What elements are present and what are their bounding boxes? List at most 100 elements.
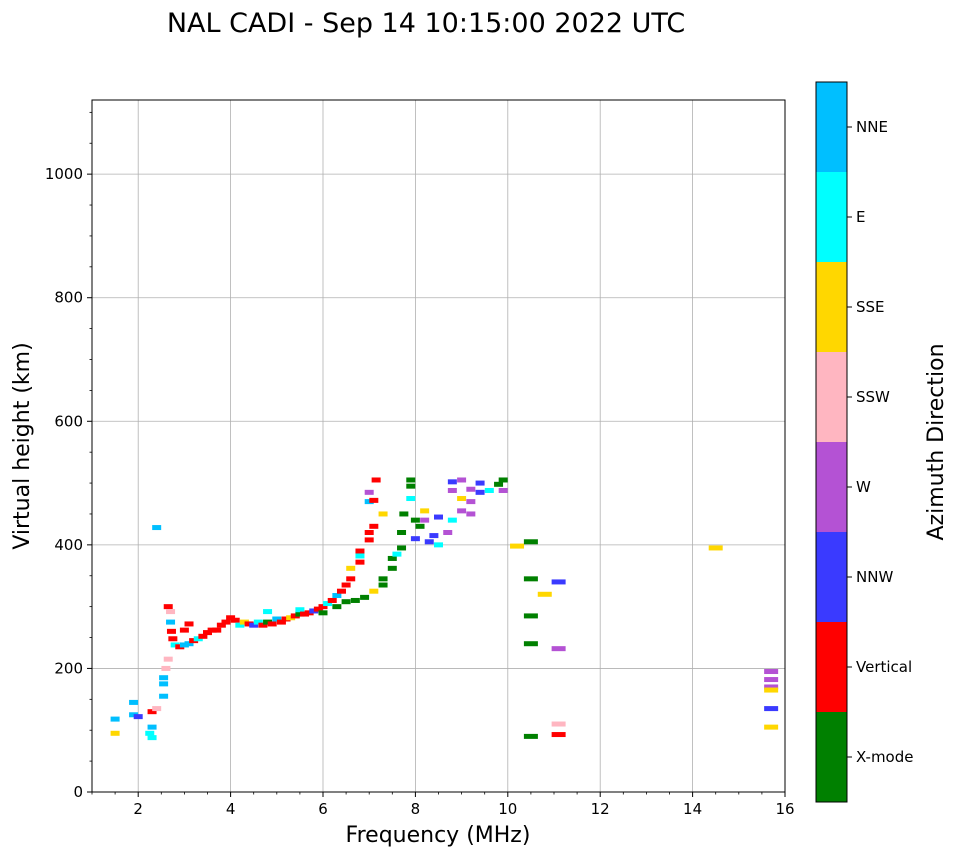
data-point-vertical-32 [212,627,222,633]
colorbar-label-xmode: X-mode [856,748,913,766]
data-point-w-96 [420,517,430,523]
data-point-xmode-123 [523,733,538,739]
data-point-w-76 [364,489,374,495]
x-tick-label-3: 8 [411,800,421,818]
data-point-nnw-113 [475,480,485,486]
data-point-ssw-9 [152,706,162,712]
data-point-vertical-80 [371,477,381,483]
colorbar-swatch-e [816,172,847,262]
data-point-vertical-70 [355,548,365,554]
data-point-nnw-101 [434,514,443,520]
colorbar-label-ssw: SSW [856,388,890,406]
data-point-sse-129 [708,545,723,551]
data-point-nnw-55 [309,608,319,614]
data-point-nne-75 [364,499,374,505]
data-point-xmode-51 [295,611,305,617]
data-point-vertical-64 [341,582,351,588]
colorbar-swatch-nnw [816,532,847,622]
data-point-xmode-72 [360,594,370,600]
data-point-vertical-27 [189,638,199,644]
data-point-vertical-78 [369,523,379,529]
data-point-w-110 [466,486,476,492]
data-point-e-6 [147,735,157,741]
data-point-vertical-19 [166,628,176,634]
data-point-sse-83 [378,511,388,517]
x-axis-title: Frequency (MHz) [346,823,531,848]
grid [92,100,786,793]
data-point-w-126 [551,646,566,652]
data-point-vertical-63 [336,588,346,594]
data-point-nne-11 [159,693,169,699]
x-axis: 2 4 6 8 10 12 14 16 [91,792,795,818]
data-point-xmode-43 [263,619,273,625]
data-point-vertical-29 [198,633,208,639]
colorbar-swatch-ssw [816,352,847,442]
data-point-xmode-95 [415,523,425,529]
data-point-nne-46 [272,616,282,622]
data-point-nne-18 [166,619,176,625]
data-point-ssw-127 [551,721,566,727]
colorbar-label-e: E [856,208,865,226]
y-axis-title: Virtual height (km) [10,342,35,549]
data-point-xmode-121 [523,613,538,619]
colorbar-swatch-sse [816,262,847,352]
data-point-xmode-82 [378,576,388,582]
data-point-vertical-8 [147,709,157,715]
data-point-w-130 [764,669,779,675]
colorbar-swatch-xmode [816,712,847,802]
data-point-vertical-34 [221,619,231,625]
data-point-xmode-122 [523,641,538,647]
x-tick-label-0: 2 [133,800,143,818]
data-point-nnw-94 [410,536,420,542]
data-point-vertical-42 [258,622,268,628]
data-point-nnw-105 [447,479,457,485]
data-point-xmode-91 [406,477,416,483]
data-point-xmode-62 [332,604,342,610]
data-point-xmode-115 [494,481,504,487]
data-point-nne-2 [129,712,139,718]
data-point-w-117 [498,487,508,493]
data-point-xmode-85 [387,555,397,561]
y-tick-label-3: 600 [54,412,83,430]
data-point-sse-135 [764,724,779,730]
data-point-vertical-128 [551,732,566,738]
data-point-nne-10 [152,525,162,531]
data-point-w-131 [764,677,779,683]
y-tick-label-2: 400 [54,536,83,554]
data-point-nnw-134 [764,706,779,712]
data-point-vertical-79 [369,497,379,503]
data-point-ssw-15 [163,656,173,662]
y-tick-label-0: 0 [73,783,83,801]
plot-area [91,99,786,793]
colorbar-label-w: W [856,478,871,496]
data-point-xmode-87 [397,545,407,551]
x-tick-label-7: 16 [775,800,794,818]
colorbar-label-sse: SSE [856,298,885,316]
data-point-nne-1 [110,716,120,722]
data-point-nne-4 [129,699,139,705]
colorbar-title: Azimuth Direction [924,343,949,540]
data-point-ssw-17 [166,609,176,615]
data-point-vertical-54 [304,610,314,616]
data-point-xmode-120 [523,576,538,582]
data-point-xmode-93 [410,517,420,523]
data-point-sse-0 [110,730,120,736]
data-point-sse-77 [369,588,379,594]
data-point-xmode-68 [350,597,360,603]
data-point-sse-38 [239,619,249,625]
data-point-e-100 [434,542,443,548]
data-point-w-111 [466,511,476,517]
data-point-xmode-90 [406,483,416,489]
data-point-sse-118 [510,543,525,549]
data-point-vertical-20 [168,636,178,642]
data-point-vertical-50 [290,613,300,619]
data-point-vertical-36 [230,617,240,623]
data-point-vertical-24 [179,627,189,633]
data-points [110,477,779,741]
data-point-vertical-57 [318,604,328,610]
data-point-sse-67 [346,565,356,571]
data-point-e-71 [355,553,365,559]
data-point-vertical-33 [216,622,226,628]
colorbar-label-nnw: NNW [856,568,893,586]
